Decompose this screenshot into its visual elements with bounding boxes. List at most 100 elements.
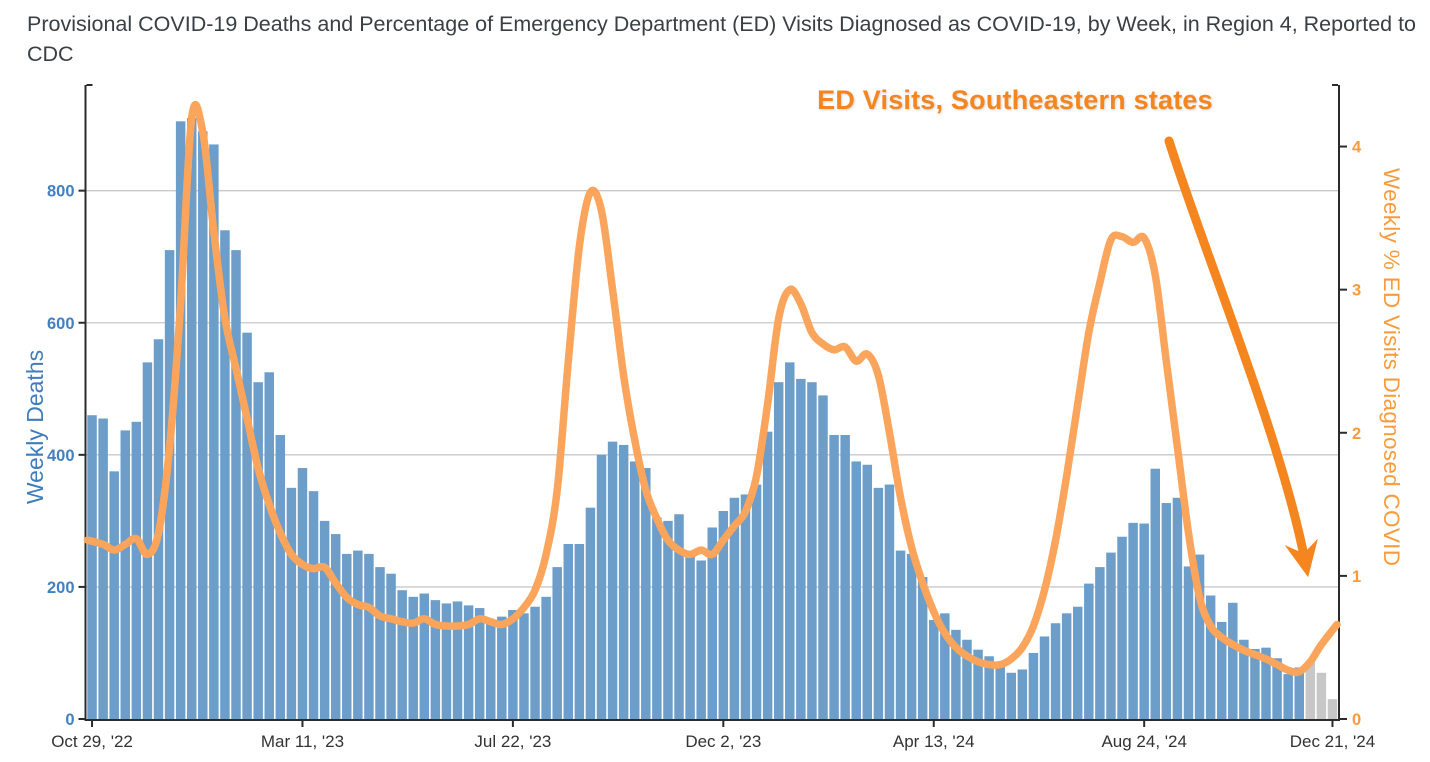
bar-week xyxy=(109,471,119,719)
bar-week xyxy=(652,517,662,719)
annotation-arrow xyxy=(1164,136,1318,578)
left-axis-tick-label: 400 xyxy=(47,447,75,465)
bar-week xyxy=(1183,566,1194,719)
bar-week xyxy=(940,613,950,719)
bar-week xyxy=(884,484,895,719)
right-axis-tick-label: 4 xyxy=(1352,139,1362,157)
bar-week xyxy=(375,567,385,719)
bar-week xyxy=(762,431,773,719)
bar-week xyxy=(818,395,828,719)
bar-week xyxy=(198,131,208,720)
bar-week xyxy=(1017,669,1028,719)
bar-week xyxy=(264,372,274,719)
bar-week xyxy=(862,464,873,719)
x-axis-tick-label: Jul 22, '23 xyxy=(474,732,551,751)
bar-week xyxy=(585,507,596,719)
bar-week xyxy=(286,487,297,719)
right-axis-title: Weekly % ED Visits Diagnosed COVID xyxy=(1379,168,1404,567)
bar-week xyxy=(463,605,474,719)
ed-visits-line-path xyxy=(83,100,1341,677)
bar-week-provisional xyxy=(1305,660,1316,719)
bar-week xyxy=(541,596,551,719)
bar-week xyxy=(297,468,308,719)
bar-week xyxy=(973,649,983,719)
bar-week xyxy=(308,491,319,719)
bar-week xyxy=(707,527,717,719)
bar-week xyxy=(1050,623,1061,719)
bar-week xyxy=(1150,468,1160,719)
bar-week xyxy=(984,656,994,719)
bar-week xyxy=(851,461,861,719)
bar-week xyxy=(408,596,418,719)
bar-week xyxy=(674,514,684,719)
bar-week xyxy=(729,497,740,719)
bar-week xyxy=(98,418,108,719)
bar-week xyxy=(120,430,131,719)
bar-week xyxy=(175,121,186,719)
bar-week xyxy=(364,553,374,719)
bar-week xyxy=(164,250,175,719)
x-axis-tick-label: Mar 11, '23 xyxy=(261,732,344,751)
bar-week xyxy=(906,553,917,719)
bar-week xyxy=(1261,647,1271,719)
bar-week xyxy=(142,362,153,720)
bar-week xyxy=(242,332,252,719)
bar-week xyxy=(1061,613,1072,719)
right-axis-tick-label: 0 xyxy=(1352,711,1361,729)
bar-week xyxy=(1205,595,1216,719)
bar-week xyxy=(796,378,806,719)
bar-week xyxy=(1006,672,1017,719)
bar-week xyxy=(519,613,529,719)
bar-week xyxy=(353,550,363,719)
bar-week xyxy=(386,573,396,719)
bar-week xyxy=(1028,652,1039,719)
chart-title: Provisional COVID-19 Deaths and Percenta… xyxy=(27,12,1417,66)
right-axis-tick-label: 3 xyxy=(1352,282,1361,300)
bar-week xyxy=(220,230,230,720)
bar-week xyxy=(873,487,884,719)
bar-week xyxy=(751,484,762,719)
bar-week xyxy=(486,619,496,719)
bar-week xyxy=(1084,583,1094,719)
left-axis-tick-label: 600 xyxy=(47,315,75,333)
bar-week xyxy=(87,415,97,719)
bar-week xyxy=(552,567,562,719)
bar-week xyxy=(641,468,651,719)
bar-week xyxy=(397,590,407,719)
right-axis-tick-label: 2 xyxy=(1352,425,1361,443)
x-axis-tick-label: Dec 21, '24 xyxy=(1290,732,1375,751)
bar-week xyxy=(1239,639,1249,719)
bar-week xyxy=(1072,606,1083,719)
bar-week xyxy=(1283,674,1293,719)
bar-week xyxy=(275,435,286,719)
x-axis-tick-label: Oct 29, '22 xyxy=(51,732,133,751)
bar-week xyxy=(1039,636,1050,719)
bar-week xyxy=(696,560,706,719)
bar-week xyxy=(319,520,330,720)
weekly-deaths-bars xyxy=(87,118,1338,720)
bar-week xyxy=(231,250,241,719)
x-axis-tick-label: Apr 13, '24 xyxy=(893,732,975,751)
bar-week xyxy=(1250,649,1260,719)
bar-week xyxy=(1117,536,1127,719)
bar-week xyxy=(1106,552,1116,719)
x-axis-tick-label: Aug 24, '24 xyxy=(1101,732,1186,751)
bar-week xyxy=(685,553,695,719)
bar-week xyxy=(1294,667,1304,719)
bar-week xyxy=(807,382,817,719)
left-axis-tick-label: 800 xyxy=(47,183,75,201)
bar-week xyxy=(530,606,540,719)
bar-week xyxy=(962,639,972,719)
bar-week xyxy=(663,520,673,720)
bar-week xyxy=(1161,503,1172,719)
bar-week xyxy=(840,435,850,719)
bar-week xyxy=(441,603,452,719)
axes: 0 200 400 600 800 0 1 2 3 4 Oct 29, '22 Mar 11, '23… xyxy=(47,84,1375,751)
bar-week xyxy=(995,662,1005,719)
bar-week xyxy=(1095,567,1105,719)
arrow-to-line xyxy=(1164,136,1318,578)
bar-week-provisional xyxy=(1316,672,1327,719)
bar-week xyxy=(186,118,197,719)
